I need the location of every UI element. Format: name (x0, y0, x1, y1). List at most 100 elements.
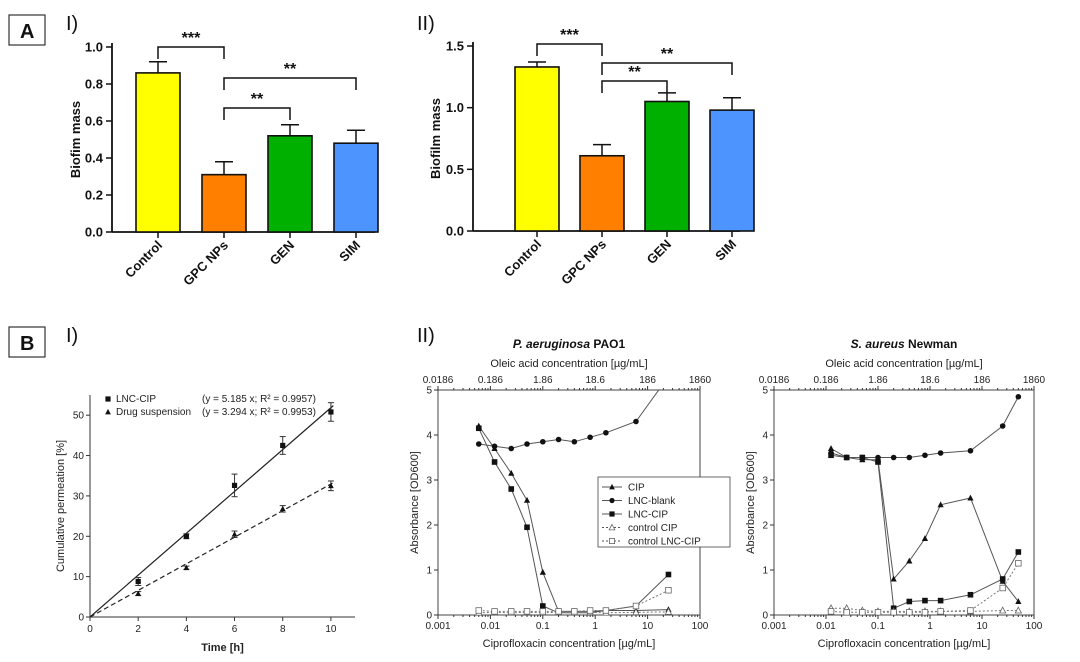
data-point (539, 608, 546, 615)
significance-bracket (536, 43, 603, 56)
y-tick-label: 2 (762, 521, 768, 532)
data-point (827, 608, 835, 615)
data-point (906, 609, 913, 615)
y-tick-label: 0.0 (85, 225, 103, 240)
significance-label: ** (661, 46, 674, 63)
data-point (555, 436, 562, 443)
data-point (508, 608, 515, 615)
data-point (843, 454, 850, 461)
y-axis-label: Absorbance [OD600] (745, 451, 757, 554)
legend-box (597, 476, 731, 548)
chart-a-ii: 0.0 0.5 1.0 1.5 Biofilm mass Control GPC NPs GE… (428, 27, 755, 288)
data-point (890, 575, 897, 582)
x-axis-label: Time [h] (201, 642, 244, 654)
data-point (571, 608, 578, 615)
chart-title: S. aureus Newman (851, 337, 958, 351)
x-tick-label: 4 (184, 624, 190, 635)
legend-label: LNC-CIP (628, 510, 668, 521)
chart-a-i: 0.0 0.2 0.4 0.6 0.8 1.0 Biofim mass Control GPC … (68, 30, 379, 288)
data-point (999, 576, 1006, 582)
x-tick-label: 100 (1026, 621, 1043, 632)
legend-marker (608, 523, 616, 531)
y-tick-label: 2 (426, 521, 432, 532)
panel-b-letter: B (20, 333, 34, 355)
chart-b-i: 0 2 4 6 8 10 0 10 20 30 40 50 Time [h] Cumulative per… (55, 394, 355, 654)
category-label: SIM (712, 237, 739, 264)
data-point (279, 505, 286, 512)
legend-label: control CIP (628, 523, 678, 534)
x-tick-label: 0.001 (425, 621, 450, 632)
series-line-control-cip (478, 611, 669, 614)
series-line-control-lnc-cip (830, 563, 1019, 613)
data-point (967, 591, 974, 598)
x-tick-label: 2 (135, 624, 141, 635)
data-point (587, 434, 593, 441)
data-point (1015, 560, 1022, 567)
y-tick-label: 0 (762, 611, 768, 622)
title-species: S. aureus (851, 337, 905, 351)
data-point (937, 608, 944, 615)
data-point (859, 454, 866, 461)
x-tick-label: 10 (325, 624, 337, 635)
data-point (665, 571, 672, 578)
data-point (937, 450, 944, 456)
y-axis-label: Absorbance [OD600] (409, 451, 421, 554)
y-tick-label: 5 (762, 386, 768, 397)
y-tick-label: 0.5 (446, 162, 464, 177)
x-tick-label: 8 (280, 624, 286, 635)
data-point (135, 590, 142, 596)
data-point (922, 452, 928, 459)
y-tick-label: 0.8 (85, 77, 103, 92)
y-tick-label: 1 (762, 566, 768, 577)
title-species: P. aeruginosa (513, 337, 590, 351)
data-point (664, 607, 673, 615)
x-tick-label: 10 (642, 621, 654, 632)
category-label: SIM (336, 238, 363, 265)
category-label: Control (501, 237, 544, 280)
x2-tick-label: 186 (974, 375, 991, 386)
x2-tick-label: 1860 (689, 375, 712, 386)
y-tick-label: 30 (73, 491, 85, 502)
data-point (1015, 549, 1022, 555)
legend-label: LNC-blank (628, 496, 676, 507)
series-line-lnc-blank (830, 396, 1019, 458)
data-point (890, 454, 897, 461)
y-tick-label: 20 (73, 532, 85, 543)
data-point (475, 425, 482, 432)
data-point (632, 608, 640, 615)
bar-gpc-nps (201, 173, 247, 233)
category-label: Control (122, 238, 165, 281)
data-point (524, 524, 530, 531)
y-tick-label: 1.0 (446, 100, 464, 115)
data-point (603, 429, 609, 436)
legend-label: CIP (628, 483, 645, 494)
category-label: GEN (267, 238, 298, 269)
x-tick-label: 0.01 (816, 621, 836, 632)
x-tick-label: 100 (692, 621, 709, 632)
data-point (922, 597, 928, 604)
data-point (1014, 606, 1023, 614)
y-tick-label: 0 (78, 613, 84, 624)
x2-tick-label: 0.186 (813, 375, 838, 386)
y-tick-label: 3 (426, 476, 432, 487)
legend-marker (609, 511, 615, 517)
x2-tick-label: 1.86 (868, 375, 888, 386)
x-tick-label: 1 (927, 621, 933, 632)
data-point (540, 603, 546, 609)
data-point (921, 535, 929, 542)
title-strain: Newman (905, 337, 958, 351)
plot-frame (773, 389, 1035, 616)
data-point (921, 609, 929, 615)
series-line-lnc-blank (478, 390, 660, 450)
category-label: GPC NPs (558, 237, 609, 288)
category-label: GEN (644, 237, 675, 268)
y-tick-label: 0.0 (446, 224, 464, 239)
y-axis-label: Cumulative permeation [%] (55, 440, 67, 572)
fit-line (89, 482, 334, 618)
data-point (665, 587, 672, 594)
x2-tick-label: 1860 (1023, 375, 1046, 386)
x-axis-label: Ciprofloxacin concentration [µg/mL] (483, 638, 656, 650)
data-point (571, 438, 578, 445)
data-point (999, 584, 1006, 592)
y-tick-label: 40 (73, 451, 85, 462)
